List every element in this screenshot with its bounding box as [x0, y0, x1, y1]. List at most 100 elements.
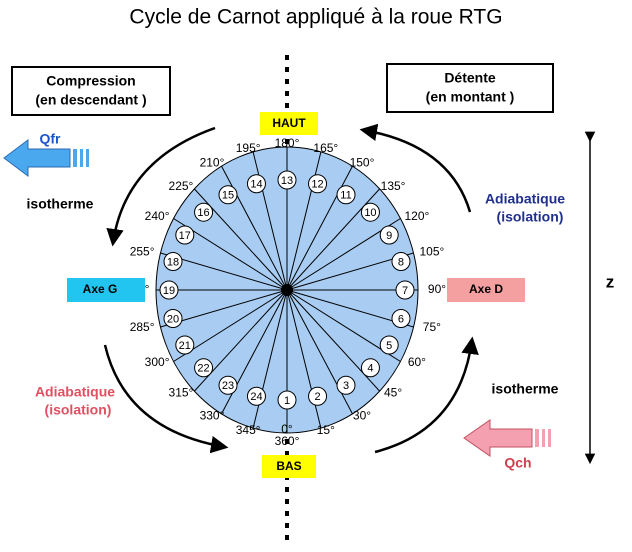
qch-arrow-tail [535, 429, 551, 447]
node-label: 8 [398, 256, 404, 268]
qch-label: Qch [504, 455, 531, 471]
cycle-arrow [359, 123, 472, 213]
hub [281, 284, 293, 296]
node-label: 6 [398, 313, 404, 325]
angle-label: 180° [275, 136, 300, 150]
angle-label: 300° [145, 355, 170, 369]
node [159, 280, 179, 300]
node [277, 390, 297, 410]
angle-label: 90° [428, 282, 446, 296]
node [360, 202, 380, 222]
node-label: 11 [340, 190, 351, 202]
node [175, 225, 195, 245]
angle-label: 0° [281, 422, 293, 436]
node [246, 386, 266, 406]
angle-label: 255° [130, 244, 155, 258]
node [391, 252, 411, 272]
box-subtitle: (en descendant ) [35, 92, 146, 108]
node-label: 21 [179, 340, 191, 352]
box-title: Compression [46, 73, 135, 89]
node-label: 1 [284, 395, 290, 407]
angle-label: 225° [169, 179, 194, 193]
z-label: z [606, 272, 615, 291]
node-label: 2 [314, 391, 320, 403]
node-label: 10 [364, 207, 376, 219]
node [360, 358, 380, 378]
qfr-label: Qfr [40, 131, 62, 147]
node-label: 12 [311, 179, 323, 191]
node-label: 18 [167, 256, 179, 268]
angle-label: 105° [419, 244, 444, 258]
axe-g-bg [67, 278, 145, 302]
angle-label: 150° [350, 156, 375, 170]
node-label: 19 [163, 285, 175, 297]
haut-label: HAUT [272, 116, 306, 130]
node [246, 174, 266, 194]
node [391, 308, 411, 328]
adiabatique-label: Adiabatique [35, 384, 115, 400]
angle-label: 165° [313, 141, 338, 155]
cycle-arrow [106, 126, 216, 247]
node [194, 202, 214, 222]
angle-label: 315° [169, 385, 194, 399]
node [308, 174, 328, 194]
node [163, 252, 183, 272]
angle-label: 15° [317, 423, 335, 437]
isotherme-label: isotherme [27, 196, 94, 212]
node-label: 5 [386, 340, 392, 352]
haut-label-bg [260, 112, 318, 135]
angle-label: 240° [145, 209, 170, 223]
node-label: 4 [367, 363, 373, 375]
node [218, 375, 238, 395]
angle-label: 60° [408, 355, 426, 369]
bas-label: BAS [276, 459, 301, 473]
node-label: 9 [386, 230, 392, 242]
isotherme-label: isotherme [492, 381, 559, 397]
adiabatique-label: Adiabatique [485, 191, 565, 207]
adiabatique-label: (isolation) [45, 402, 112, 418]
node-label: 14 [250, 179, 262, 191]
labels: 1 234567891011121314151617181920212223240… [125, 136, 447, 448]
node [336, 375, 356, 395]
node-label: 15 [222, 190, 234, 202]
node-label: 24 [250, 391, 262, 403]
node [336, 185, 356, 205]
angle-label: 330° [200, 409, 225, 423]
angle-label: 345° [236, 423, 261, 437]
cycle-arrow [103, 344, 229, 454]
node [218, 185, 238, 205]
node [379, 225, 399, 245]
bas-label-bg [262, 455, 316, 478]
cycle-arrow [374, 336, 479, 454]
box-subtitle: (en montant ) [426, 89, 515, 105]
node [277, 170, 297, 190]
node-label: 17 [179, 230, 191, 242]
node [163, 308, 183, 328]
qfr-arrow-tail [73, 149, 89, 167]
node-label: 22 [197, 363, 209, 375]
axe-d-label: Axe D [469, 282, 503, 296]
node [308, 386, 328, 406]
axe-g-label: Axe G [83, 282, 118, 296]
qfr-arrow [3, 139, 71, 177]
node-label: 3 [343, 380, 349, 392]
angle-label: 285° [130, 320, 155, 334]
node-label: 7 [402, 285, 408, 297]
node [395, 280, 415, 300]
compression-box [11, 66, 171, 116]
angle-label: 120° [404, 209, 429, 223]
angle-label: 135° [381, 179, 406, 193]
angle-label: 30° [353, 409, 371, 423]
angle-label: 75° [423, 320, 441, 334]
node [194, 358, 214, 378]
title: Cycle de Carnot appliqué à la roue RTG [129, 6, 502, 29]
axe-d-bg [447, 278, 525, 302]
node-label: 20 [167, 313, 179, 325]
angle-label: 210° [200, 156, 225, 170]
angle-label: 45° [384, 385, 402, 399]
adiabatique-label: (isolation) [497, 209, 564, 225]
detente-box [386, 63, 554, 113]
node [379, 335, 399, 355]
box-title: Détente [444, 70, 496, 86]
angle-label: 360° [275, 434, 300, 448]
